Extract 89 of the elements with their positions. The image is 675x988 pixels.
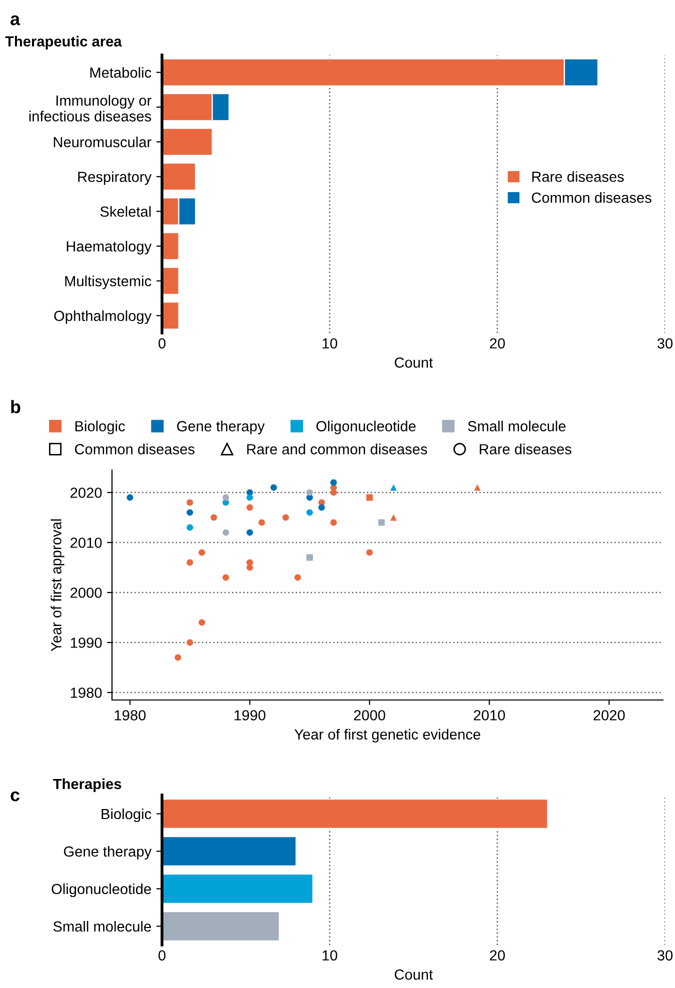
- y-tick-label: Metabolic: [90, 67, 152, 78]
- x-tick-label: 0: [158, 338, 166, 349]
- text: a: [10, 15, 20, 26]
- bar: [162, 836, 297, 866]
- y-tick-label: Neuromuscular: [54, 136, 152, 148]
- point: [246, 494, 254, 501]
- point: [366, 494, 373, 501]
- legend-label: Rare diseases: [532, 171, 624, 182]
- y-tick-label: Multisystemic: [65, 276, 152, 290]
- x-axis-title: Year of first genetic evidence: [294, 728, 480, 742]
- point: [126, 494, 134, 501]
- x-tick-label: 1990: [234, 710, 266, 720]
- y-tick-label: 2000: [70, 588, 102, 598]
- text: Rare and common diseases: [247, 444, 428, 454]
- y-tick-label: Ophthalmology: [54, 310, 152, 324]
- point: [198, 549, 206, 556]
- point: [378, 519, 385, 526]
- y-axis-title: Therapeutic area: [5, 36, 122, 50]
- point: [186, 509, 194, 516]
- y-tick-label: Oligonucleotide: [52, 883, 151, 898]
- point: [330, 479, 337, 486]
- y-tick-label: Respiratory: [78, 171, 152, 185]
- point: [306, 554, 313, 561]
- point: [306, 509, 313, 516]
- x-axis-title: Count: [394, 969, 433, 980]
- point: [246, 564, 254, 571]
- point: [390, 514, 397, 521]
- point: [330, 489, 337, 496]
- bar: [162, 266, 180, 295]
- y-axis-title: Year of first approval: [50, 519, 64, 652]
- legend-label: Oligonucleotide: [316, 420, 416, 434]
- bar: [162, 302, 180, 330]
- point: [282, 514, 289, 521]
- point: [186, 499, 194, 506]
- y-tick-label: 1980: [70, 688, 102, 698]
- x-tick-label: 10: [322, 338, 338, 349]
- x-tick-label: 2010: [474, 710, 505, 720]
- point: [366, 549, 373, 556]
- point: [210, 514, 218, 521]
- point: [318, 504, 325, 511]
- y-tick-label: Haematology: [66, 240, 152, 254]
- y-tick-label: Immunology or infectious diseases: [29, 95, 152, 122]
- point: [186, 559, 194, 566]
- y-tick-label: Skeletal: [100, 206, 151, 217]
- y-tick-label: Biologic: [102, 808, 152, 822]
- x-tick-label: 2000: [354, 710, 386, 720]
- x-tick-label: 10: [322, 950, 338, 961]
- chart-title: b: [11, 400, 20, 414]
- x-tick-label: 0: [158, 950, 166, 961]
- point: [246, 504, 254, 511]
- point: [258, 519, 265, 526]
- y-tick-label: 2020: [70, 488, 102, 498]
- legend-label: Common diseases: [532, 192, 652, 203]
- bar: [162, 911, 280, 942]
- y-tick-label: Small molecule: [53, 920, 151, 932]
- x-tick-label: 20: [490, 338, 505, 349]
- point: [306, 489, 313, 496]
- legend-label: Gene therapy: [177, 420, 265, 434]
- x-tick-label: 30: [657, 338, 673, 349]
- point: [174, 654, 182, 661]
- bar: [162, 162, 196, 191]
- bar: [162, 874, 314, 904]
- point: [474, 484, 481, 491]
- point: [222, 494, 230, 501]
- point: [222, 574, 230, 581]
- point: [294, 574, 301, 581]
- point: [222, 529, 230, 536]
- bar: [162, 232, 180, 260]
- point: [330, 519, 337, 526]
- point: [246, 529, 254, 536]
- y-axis-title: Therapies: [53, 778, 122, 792]
- text: Rare diseases: [480, 444, 572, 454]
- x-axis-title: Count: [394, 357, 433, 368]
- y-tick-label: Gene therapy: [64, 846, 152, 860]
- x-tick-label: 30: [657, 950, 673, 961]
- y-tick-label: 2010: [70, 538, 102, 548]
- text: Common diseases: [74, 444, 194, 454]
- bar: [162, 798, 548, 829]
- x-tick-label: 2020: [594, 710, 625, 720]
- point: [198, 619, 206, 626]
- text: c: [10, 791, 20, 802]
- legend-label: Small molecule: [468, 420, 566, 432]
- y-tick-label: 1990: [70, 638, 102, 648]
- point: [390, 484, 397, 491]
- bar: [162, 128, 213, 156]
- x-tick-label: 20: [490, 950, 505, 961]
- point: [186, 639, 194, 646]
- point: [186, 524, 194, 531]
- point: [270, 484, 277, 491]
